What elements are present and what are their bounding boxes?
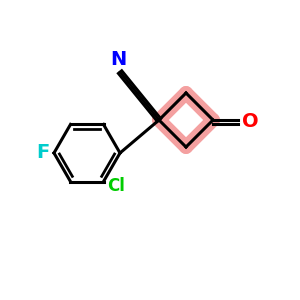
Text: N: N <box>110 50 127 69</box>
Text: O: O <box>242 112 258 131</box>
Text: Cl: Cl <box>107 177 125 195</box>
Text: F: F <box>36 143 49 163</box>
